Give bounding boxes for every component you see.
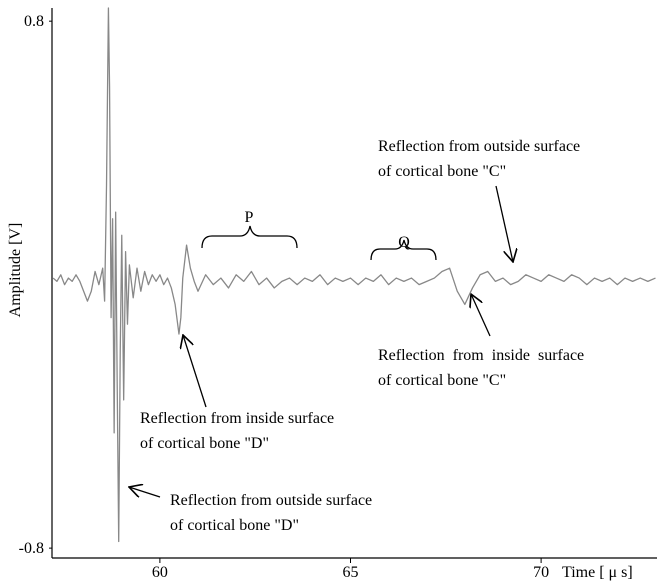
- y-axis-label: Amplitude [V]: [7, 223, 24, 318]
- waveform: [52, 7, 656, 543]
- arrow: [471, 294, 491, 337]
- annotation: of cortical bone "C": [378, 163, 506, 180]
- arrow: [183, 335, 207, 408]
- x-tick-label: 60: [152, 564, 168, 581]
- annotation: Reflection from inside surface: [140, 410, 334, 427]
- annotation: of cortical bone "D": [140, 435, 269, 452]
- x-axis-label: Time [ μ s]: [562, 564, 633, 581]
- y-tick-label: 0.8: [24, 13, 44, 30]
- annotation: Reflection from outside surface: [170, 492, 372, 509]
- arrow: [129, 487, 161, 498]
- annotation: P: [245, 209, 254, 226]
- brace: [370, 239, 437, 261]
- annotation: Reflection from outside surface: [378, 138, 580, 155]
- brace: [201, 225, 298, 249]
- arrow: [495, 185, 513, 262]
- x-tick-label: 70: [533, 564, 549, 581]
- annotation: of cortical bone "C": [378, 372, 506, 389]
- annotation: Reflection from inside surface: [378, 347, 584, 364]
- y-tick-label: -0.8: [19, 540, 44, 557]
- x-tick-label: 65: [342, 564, 358, 581]
- annotation: of cortical bone "D": [170, 517, 299, 534]
- annotation: Q: [398, 234, 410, 251]
